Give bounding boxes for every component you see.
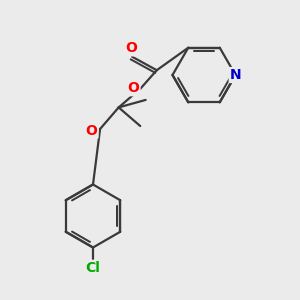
Text: O: O <box>86 124 98 137</box>
Text: O: O <box>128 81 140 95</box>
Text: O: O <box>126 41 137 55</box>
Text: Cl: Cl <box>85 261 100 275</box>
Text: N: N <box>230 68 241 82</box>
